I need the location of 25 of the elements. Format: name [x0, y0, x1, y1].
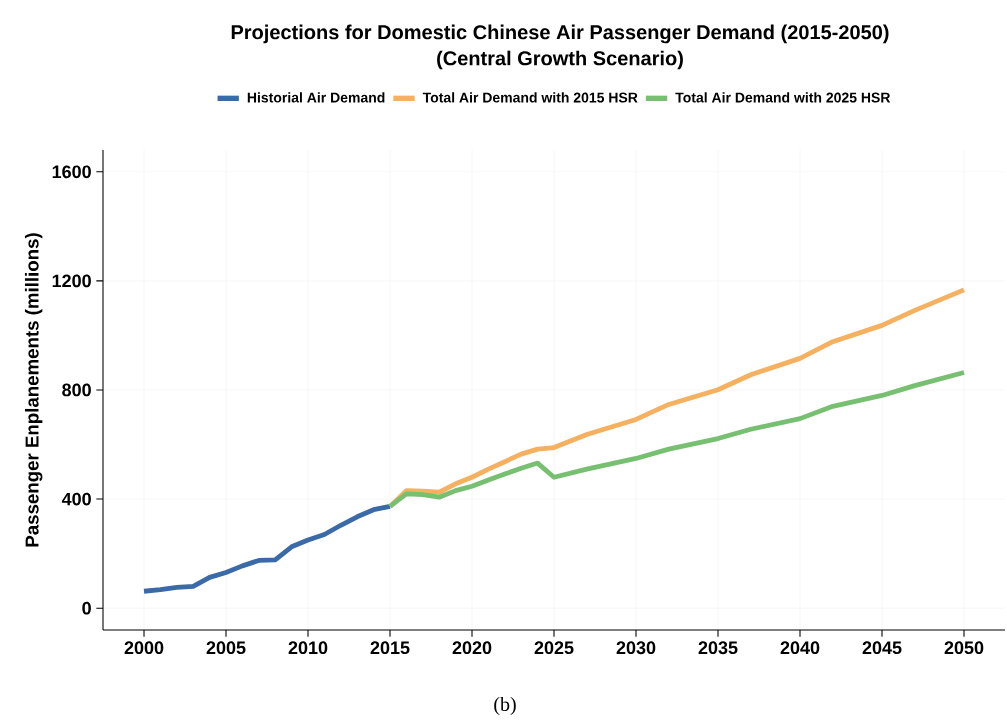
text: (b) — [494, 696, 516, 716]
legend-label: Historial Air Demand — [247, 92, 385, 103]
y-tick-label: 800 — [62, 383, 91, 397]
x-tick-label: 2010 — [288, 641, 328, 655]
x-tick-label: 2040 — [780, 641, 820, 655]
x-tick-label: 2035 — [698, 641, 738, 655]
chart-title: Projections for Domestic Chinese Air Passenger Demand (2015-2050) — [231, 24, 889, 44]
x-tick-label: 2045 — [862, 641, 902, 655]
y-axis-title: Passenger Enplanements (millions) — [24, 233, 43, 547]
y-tick-label: 0 — [82, 601, 91, 615]
y-tick-label: 1200 — [52, 274, 91, 288]
chart-subtitle: (Central Growth Scenario) — [437, 50, 683, 70]
line-series — [387, 370, 967, 509]
line-series — [141, 504, 393, 594]
y-tick-label: 400 — [61, 492, 91, 506]
legend-label: Total Air Demand with 2015 HSR — [422, 92, 638, 103]
legend-label: Total Air Demand with 2025 HSR — [675, 92, 891, 103]
x-tick-label: 2015 — [370, 641, 410, 655]
x-tick-label: 2000 — [124, 641, 164, 655]
x-tick-label: 2005 — [206, 641, 246, 655]
x-tick-label: 2020 — [452, 641, 492, 655]
x-tick-label: 2030 — [616, 641, 656, 655]
x-tick-label: 2025 — [534, 641, 574, 655]
x-tick-label: 2050 — [944, 641, 984, 655]
y-tick-label: 1600 — [52, 165, 91, 179]
